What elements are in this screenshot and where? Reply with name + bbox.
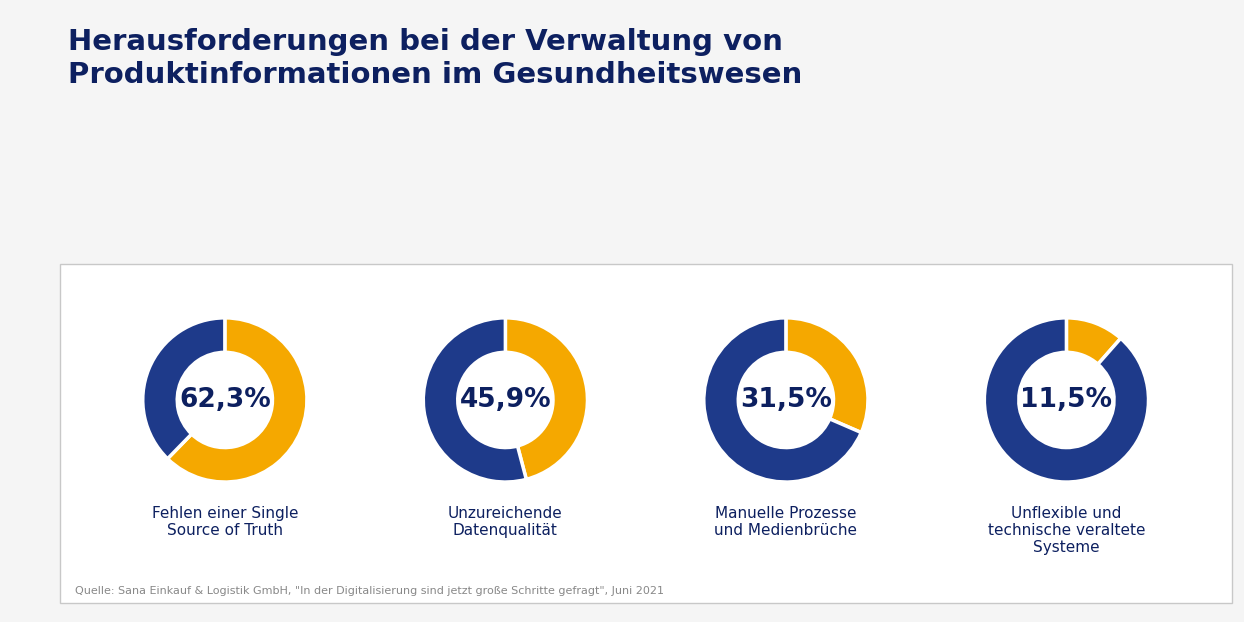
Text: 11,5%: 11,5% [1020,387,1112,413]
Text: 31,5%: 31,5% [740,387,832,413]
Text: 45,9%: 45,9% [459,387,551,413]
Text: Quelle: Sana Einkauf & Logistik GmbH, "In der Digitalisierung sind jetzt große S: Quelle: Sana Einkauf & Logistik GmbH, "I… [75,586,663,596]
Text: Unzureichende
Datenqualität: Unzureichende Datenqualität [448,506,562,538]
Text: Herausforderungen bei der Verwaltung von
Produktinformationen im Gesundheitswese: Herausforderungen bei der Verwaltung von… [68,28,802,90]
Wedge shape [423,318,526,482]
Wedge shape [143,318,225,459]
Text: 62,3%: 62,3% [179,387,271,413]
Wedge shape [505,318,587,480]
Wedge shape [1066,318,1121,364]
Wedge shape [786,318,868,432]
Text: Fehlen einer Single
Source of Truth: Fehlen einer Single Source of Truth [152,506,299,538]
Text: Manuelle Prozesse
und Medienbrüche: Manuelle Prozesse und Medienbrüche [714,506,857,538]
Wedge shape [984,318,1148,482]
Wedge shape [168,318,307,482]
Text: Unflexible und
technische veraltete
Systeme: Unflexible und technische veraltete Syst… [988,506,1146,555]
Wedge shape [704,318,861,482]
